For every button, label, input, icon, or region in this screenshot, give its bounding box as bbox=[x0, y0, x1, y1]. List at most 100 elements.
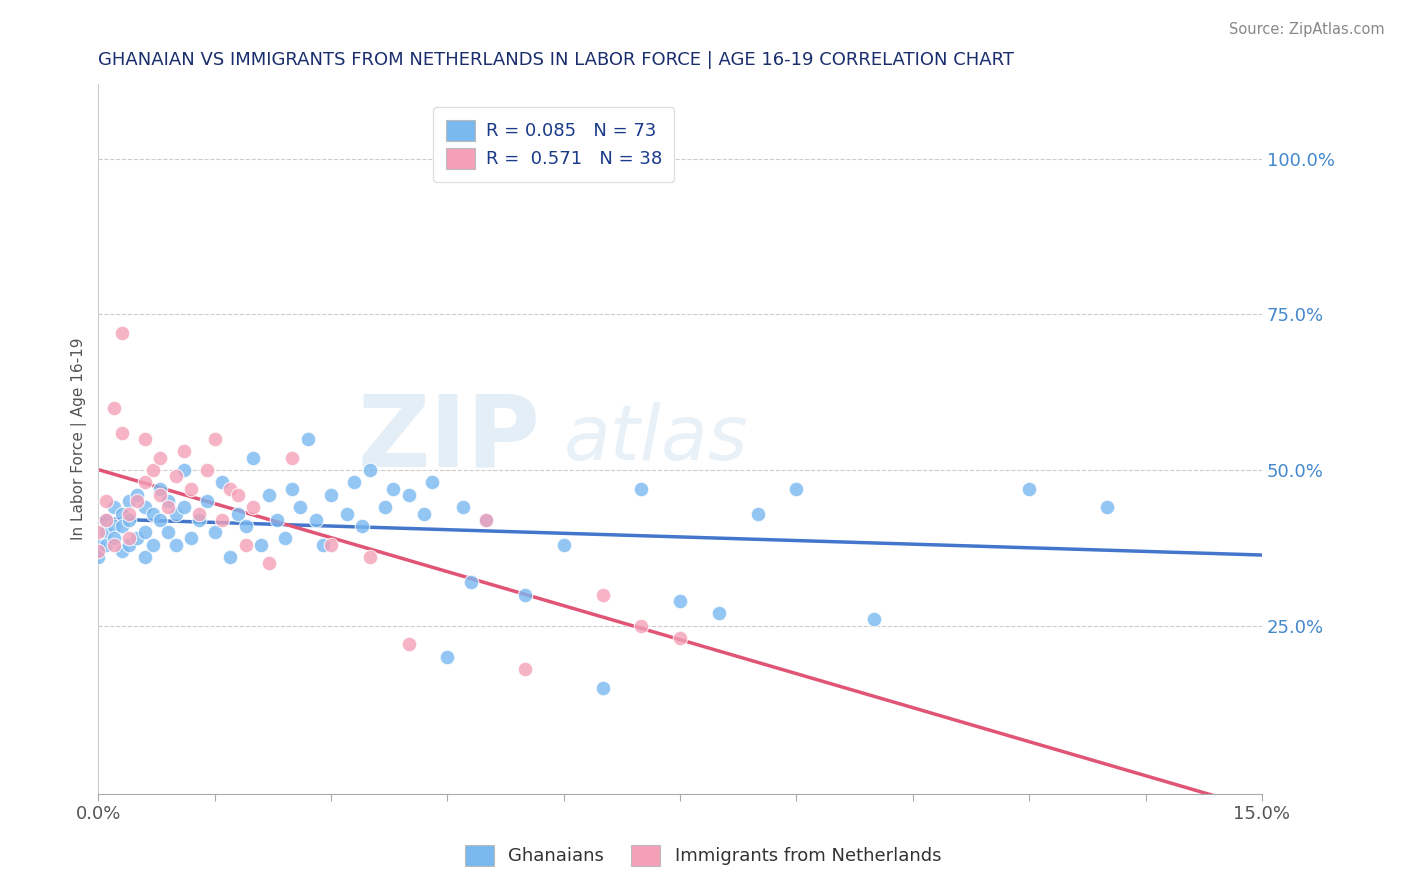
Point bbox=[242, 500, 264, 515]
Point bbox=[335, 507, 357, 521]
Point bbox=[111, 326, 134, 340]
Point bbox=[312, 538, 335, 552]
Point bbox=[211, 513, 233, 527]
Point bbox=[436, 649, 458, 664]
Point bbox=[304, 513, 326, 527]
Point bbox=[382, 482, 405, 496]
Point bbox=[173, 500, 195, 515]
Point bbox=[188, 513, 211, 527]
Point bbox=[475, 513, 498, 527]
Point bbox=[257, 488, 280, 502]
Point bbox=[134, 432, 156, 446]
Point bbox=[374, 500, 396, 515]
Point bbox=[398, 488, 420, 502]
Point bbox=[343, 475, 366, 490]
Point bbox=[451, 500, 474, 515]
Point bbox=[257, 557, 280, 571]
Point bbox=[352, 519, 374, 533]
Point bbox=[359, 463, 381, 477]
Point bbox=[118, 513, 141, 527]
Point bbox=[173, 463, 195, 477]
Point bbox=[273, 532, 295, 546]
Point bbox=[103, 532, 125, 546]
Point bbox=[188, 507, 211, 521]
Point bbox=[475, 513, 498, 527]
Point bbox=[134, 475, 156, 490]
Point bbox=[180, 482, 202, 496]
Point bbox=[195, 463, 218, 477]
Point bbox=[87, 525, 110, 540]
Point bbox=[118, 507, 141, 521]
Point bbox=[226, 507, 249, 521]
Text: atlas: atlas bbox=[564, 402, 748, 476]
Point bbox=[204, 432, 226, 446]
Point bbox=[219, 550, 242, 565]
Point bbox=[111, 519, 134, 533]
Point bbox=[460, 575, 482, 590]
Point bbox=[111, 507, 134, 521]
Point bbox=[204, 525, 226, 540]
Point bbox=[359, 550, 381, 565]
Point bbox=[111, 544, 134, 558]
Point bbox=[103, 538, 125, 552]
Point bbox=[134, 500, 156, 515]
Point bbox=[669, 631, 692, 645]
Point bbox=[127, 494, 149, 508]
Point bbox=[103, 401, 125, 415]
Point bbox=[235, 519, 257, 533]
Point bbox=[149, 482, 172, 496]
Point bbox=[226, 488, 249, 502]
Point bbox=[149, 450, 172, 465]
Point bbox=[592, 587, 614, 601]
Point bbox=[398, 637, 420, 651]
Point bbox=[134, 550, 156, 565]
Text: Source: ZipAtlas.com: Source: ZipAtlas.com bbox=[1229, 22, 1385, 37]
Point bbox=[127, 532, 149, 546]
Point bbox=[87, 538, 110, 552]
Point bbox=[180, 532, 202, 546]
Point bbox=[420, 475, 443, 490]
Point bbox=[235, 538, 257, 552]
Point bbox=[94, 513, 117, 527]
Point bbox=[319, 538, 342, 552]
Text: GHANAIAN VS IMMIGRANTS FROM NETHERLANDS IN LABOR FORCE | AGE 16-19 CORRELATION C: GHANAIAN VS IMMIGRANTS FROM NETHERLANDS … bbox=[98, 51, 1014, 69]
Point bbox=[103, 500, 125, 515]
Point bbox=[592, 681, 614, 695]
Point bbox=[297, 432, 319, 446]
Point bbox=[413, 507, 436, 521]
Point bbox=[165, 507, 187, 521]
Legend: R = 0.085   N = 73, R =  0.571   N = 38: R = 0.085 N = 73, R = 0.571 N = 38 bbox=[433, 107, 675, 182]
Point bbox=[630, 618, 652, 632]
Point bbox=[94, 525, 117, 540]
Point bbox=[157, 494, 180, 508]
Legend: Ghanaians, Immigrants from Netherlands: Ghanaians, Immigrants from Netherlands bbox=[453, 832, 953, 879]
Point bbox=[94, 513, 117, 527]
Point bbox=[173, 444, 195, 458]
Point bbox=[319, 488, 342, 502]
Point bbox=[630, 482, 652, 496]
Point bbox=[219, 482, 242, 496]
Point bbox=[157, 500, 180, 515]
Point bbox=[785, 482, 807, 496]
Point bbox=[157, 525, 180, 540]
Point bbox=[669, 593, 692, 607]
Point bbox=[1095, 500, 1118, 515]
Point bbox=[281, 450, 304, 465]
Point bbox=[149, 513, 172, 527]
Point bbox=[142, 463, 165, 477]
Point bbox=[513, 587, 536, 601]
Point bbox=[118, 532, 141, 546]
Point bbox=[513, 662, 536, 676]
Point bbox=[553, 538, 575, 552]
Point bbox=[87, 544, 110, 558]
Point bbox=[281, 482, 304, 496]
Point bbox=[250, 538, 273, 552]
Point bbox=[103, 519, 125, 533]
Y-axis label: In Labor Force | Age 16-19: In Labor Force | Age 16-19 bbox=[72, 338, 87, 541]
Point bbox=[1018, 482, 1040, 496]
Point bbox=[94, 538, 117, 552]
Point bbox=[165, 538, 187, 552]
Text: ZIP: ZIP bbox=[357, 391, 540, 487]
Point bbox=[142, 538, 165, 552]
Point bbox=[118, 538, 141, 552]
